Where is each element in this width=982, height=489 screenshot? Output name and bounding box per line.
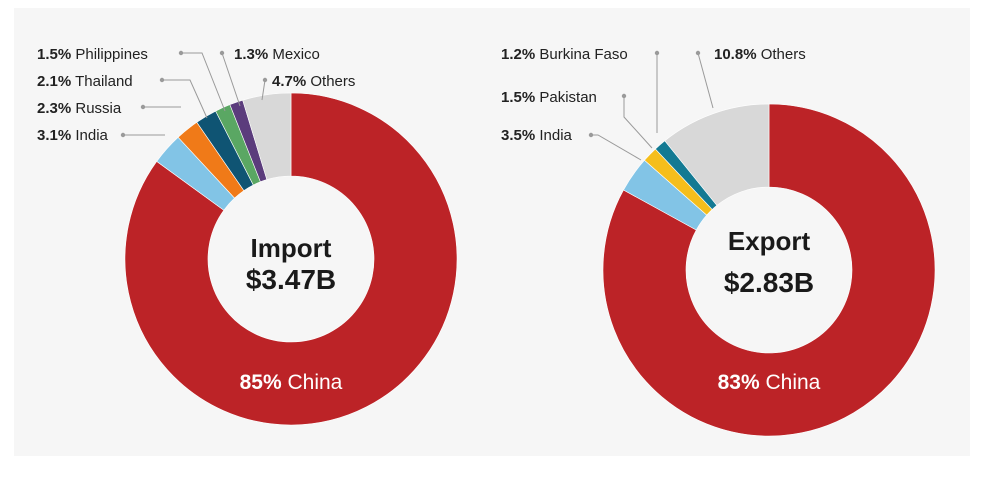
leader-line-others — [697, 52, 714, 109]
leader-dot-burkina-faso — [654, 50, 660, 56]
leader-line-thailand — [162, 79, 208, 119]
data-label-mexico: 1.3% Mexico — [234, 46, 320, 63]
data-label-thailand: 2.1% Thailand — [37, 73, 133, 90]
slice-others — [242, 92, 292, 180]
data-label-others: 4.7% Others — [272, 73, 355, 90]
data-label-philippines: 1.5% Philippines — [37, 46, 148, 63]
leader-dot-mexico — [219, 50, 225, 56]
leader-dot-india — [588, 132, 594, 138]
leader-dot-others — [262, 77, 268, 83]
leader-dot-pakistan — [621, 93, 627, 99]
data-label-china: 83% China — [718, 371, 821, 394]
leader-dot-india — [120, 132, 126, 138]
leader-line-mexico — [221, 52, 241, 107]
leader-line-others — [261, 79, 266, 101]
leader-dot-philippines — [178, 50, 184, 56]
data-label-others: 10.8% Others — [714, 46, 806, 63]
slice-china — [602, 103, 936, 437]
data-label-india: 3.1% India — [37, 127, 109, 144]
data-label-china: 85% China — [240, 371, 343, 394]
data-label-burkina-faso: 1.2% Burkina Faso — [501, 46, 628, 63]
data-label-pakistan: 1.5% Pakistan — [501, 89, 597, 106]
data-label-russia: 2.3% Russia — [37, 100, 122, 117]
export-donut-chart: Export $2.83B 83% China 3.5% India 1.5% Paki… — [501, 46, 936, 437]
data-label-india: 3.5% India — [501, 127, 573, 144]
slice-china — [124, 92, 458, 426]
leader-dot-others — [695, 50, 701, 56]
import-donut-chart: Import$3.47B 85% China 3.1% India 2.3% Russ… — [37, 46, 458, 426]
slice-others — [664, 103, 770, 206]
donut-center-value: $3.47B — [246, 264, 336, 295]
leader-line-pakistan — [623, 96, 653, 149]
donut-center-value: $2.83B — [724, 267, 814, 298]
donut-center-title: Import — [251, 233, 332, 263]
donut-center-title: Export — [728, 226, 811, 256]
leader-line-philippines — [181, 52, 226, 112]
leader-dot-russia — [140, 104, 146, 110]
leader-line-india — [591, 134, 642, 161]
leader-dot-thailand — [159, 77, 165, 83]
